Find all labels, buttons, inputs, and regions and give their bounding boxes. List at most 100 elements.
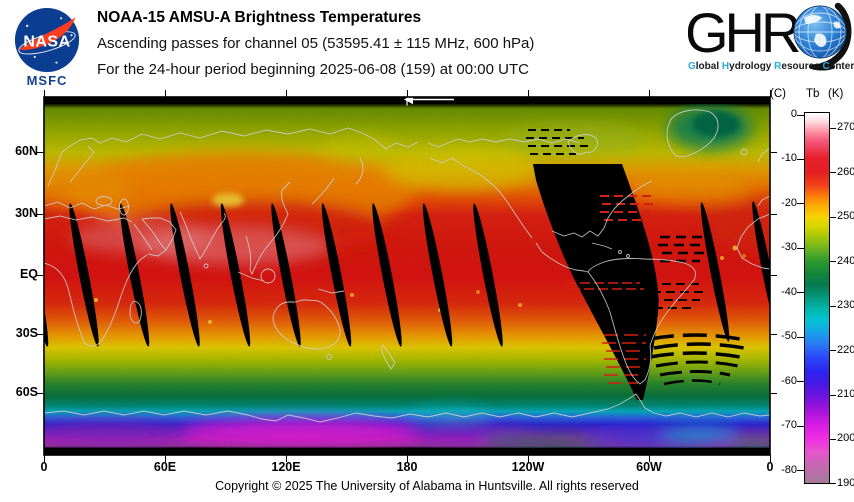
- globe-stand-icon: [818, 2, 852, 70]
- colorbar-celsius-tick-mark: [797, 203, 804, 205]
- ghrc-letters: GHR: [688, 1, 799, 64]
- ghrc-subtitle-word: Hydrology: [721, 61, 772, 72]
- colorbar-kelvin-label: 250: [837, 210, 854, 223]
- product-title: NOAA-15 AMSU-A Brightness Temperatures: [97, 9, 422, 26]
- lon-tick-mark: [44, 90, 45, 97]
- lon-tick-mark: [407, 90, 408, 97]
- dropped-scanline-dashes-black: [526, 129, 745, 386]
- colorbar-kelvin-label: 260: [837, 165, 854, 178]
- lon-tick-mark: [770, 455, 771, 462]
- colorbar-celsius-tick-mark: [797, 114, 804, 116]
- colorbar-header-kelvin: (K): [828, 88, 844, 100]
- colorbar-celsius-tick-mark: [797, 336, 804, 338]
- colorbar-celsius-tick-mark: [797, 425, 804, 427]
- lat-tick-label: EQ: [19, 267, 38, 281]
- ghrc-logo-icon: GHR: [688, 1, 852, 71]
- inter-orbit-gores: [44, 201, 770, 347]
- lat-tick-mark: [37, 213, 44, 215]
- colorbar-kelvin-tick-mark: [829, 438, 836, 440]
- lon-tick-mark: [770, 90, 771, 97]
- colorbar-celsius-label: -30: [781, 241, 797, 254]
- coastlines: [44, 109, 770, 423]
- colorbar-kelvin-label: 200: [837, 432, 854, 445]
- lat-tick-mark: [37, 393, 44, 394]
- ghrc-logo: GHR: [688, 0, 854, 72]
- colorbar-header-tb: Tb: [806, 88, 820, 100]
- nasa-meatball-icon: NASA: [14, 7, 80, 73]
- colorbar-gradient: [804, 112, 830, 484]
- colorbar-celsius-label: 0: [790, 108, 797, 120]
- ghrc-subtitle-word: Center: [822, 61, 854, 72]
- lon-tick-mark: [528, 455, 529, 462]
- lat-tick-label: 30N: [15, 205, 38, 220]
- lon-tick-label: 0: [40, 460, 48, 474]
- colorbar-kelvin-tick-mark: [829, 172, 836, 174]
- lat-tick-mark: [770, 334, 777, 335]
- lon-tick-label: 60W: [636, 460, 662, 474]
- colorbar-kelvin-label: 270: [837, 121, 854, 134]
- colorbar-celsius-label: -40: [781, 285, 797, 298]
- ghrc-subtitle: Global Hydrology Resource Center: [688, 61, 854, 72]
- lon-tick-mark: [286, 90, 287, 97]
- lon-tick-mark: [649, 455, 650, 462]
- ghrc-subtitle-word: Resource: [774, 61, 820, 72]
- colorbar-kelvin-label: 210: [837, 388, 854, 400]
- partial-scanline-dashes-red: [566, 195, 658, 384]
- colorbar-celsius-tick-mark: [797, 470, 804, 472]
- colorbar-header-celsius: (C): [770, 88, 786, 100]
- lat-tick-label: 30S: [15, 326, 38, 340]
- colorbar-celsius-tick-mark: [797, 292, 804, 294]
- missing-swath: [533, 164, 659, 400]
- nasa-wordmark: NASA: [23, 33, 70, 51]
- lat-tick-mark: [770, 152, 777, 153]
- lat-tick-mark: [37, 152, 44, 153]
- colorbar-kelvin-label: 240: [837, 254, 854, 267]
- lat-tick-mark: [770, 275, 777, 276]
- ghrc-subtitle-word: Global: [688, 61, 720, 72]
- nasa-center-label: MSFC: [26, 73, 68, 88]
- colorbar-celsius-label: -50: [781, 330, 797, 343]
- colorbar-kelvin-label: 220: [837, 343, 854, 356]
- lat-tick-mark: [770, 213, 777, 215]
- colorbar-kelvin-tick-mark: [829, 394, 836, 396]
- lon-tick-label: 120W: [511, 460, 545, 474]
- lon-tick-label: 120E: [271, 460, 301, 474]
- lon-tick-mark: [165, 455, 166, 462]
- colorbar-kelvin-label: 230: [837, 299, 854, 312]
- lon-tick-mark: [286, 455, 287, 462]
- lon-tick-mark: [649, 90, 650, 97]
- colorbar-celsius-tick-mark: [797, 381, 804, 383]
- colorbar-celsius-label: -70: [781, 419, 797, 432]
- nasa-logo: NASA: [14, 7, 80, 73]
- lat-tick-label: 60S: [15, 385, 38, 399]
- colorbar-kelvin-tick-mark: [829, 216, 836, 218]
- lat-tick-label: 60N: [15, 144, 38, 158]
- colorbar-kelvin-tick-mark: [829, 127, 836, 129]
- product-subtitle-channel: Ascending passes for channel 05 (53595.4…: [97, 35, 535, 52]
- colorbar-celsius-label: -60: [781, 374, 797, 387]
- colorbar-celsius-tick-mark: [797, 247, 804, 249]
- lat-tick-mark: [37, 334, 44, 335]
- lon-tick-mark: [165, 90, 166, 97]
- lon-tick-mark: [44, 455, 45, 462]
- lon-tick-label: 180: [396, 460, 418, 474]
- lon-tick-label: 0: [766, 460, 774, 474]
- lat-tick-mark: [37, 275, 44, 276]
- product-subtitle-period: For the 24-hour period beginning 2025-06…: [97, 61, 529, 78]
- lon-tick-label: 60E: [153, 460, 177, 474]
- west-arrow-icon: [404, 97, 454, 106]
- colorbar-kelvin-tick-mark: [829, 261, 836, 263]
- copyright-notice: Copyright © 2025 The University of Alaba…: [215, 479, 639, 493]
- colorbar-celsius-tick-mark: [797, 158, 804, 160]
- lon-tick-mark: [528, 90, 529, 97]
- lat-tick-mark: [770, 393, 777, 394]
- colorbar-celsius-label: -10: [781, 152, 797, 165]
- colorbar-kelvin-tick-mark: [829, 305, 836, 307]
- colorbar-celsius-label: -20: [781, 196, 797, 209]
- colorbar-kelvin-tick-mark: [829, 483, 836, 485]
- colorbar-celsius-label: -80: [781, 463, 797, 476]
- lon-tick-mark: [407, 455, 408, 462]
- colorbar-kelvin-label: 190: [837, 476, 854, 489]
